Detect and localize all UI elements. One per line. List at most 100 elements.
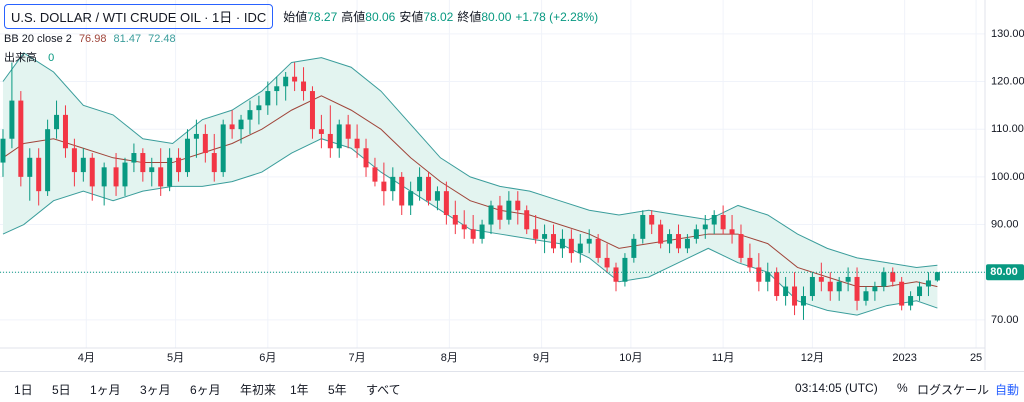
percent-button[interactable]: % xyxy=(897,381,908,395)
ohlc-label: 始値 xyxy=(283,10,308,24)
candle-body xyxy=(488,205,494,225)
candle-body xyxy=(917,286,923,297)
candle-body xyxy=(318,129,324,134)
candle-body xyxy=(176,157,182,173)
candle-body xyxy=(854,276,860,301)
y-tick-label: 70.00 xyxy=(991,314,1019,326)
x-tick-label: 8月 xyxy=(441,352,458,364)
candle-body xyxy=(18,100,24,177)
range-button[interactable]: 6ヶ月 xyxy=(190,383,221,397)
range-button[interactable]: 3ヶ月 xyxy=(140,383,171,397)
candle-body xyxy=(122,162,128,187)
last-price-label: 80.00 xyxy=(990,266,1018,278)
x-tick-label: 9月 xyxy=(533,352,550,364)
x-tick-label: 2023 xyxy=(892,352,916,364)
candle-body xyxy=(417,176,423,192)
candle-body xyxy=(577,243,583,254)
candle-body xyxy=(818,276,824,282)
candle-body xyxy=(702,224,708,230)
candle-body xyxy=(327,133,333,149)
candle-body xyxy=(89,157,95,187)
candle-body xyxy=(872,286,878,292)
toolbar: 1日 5日 1ヶ月 3ヶ月 6ヶ月 年初来 1年 5年 すべて 03:14:05 (UTC)% ログ… xyxy=(0,371,1024,402)
candle-body xyxy=(45,129,51,192)
symbol[interactable]: U.S. DOLLAR / WTI CRUDE OIL · 1日 · IDC xyxy=(4,4,274,29)
x-tick-label: 25 xyxy=(970,352,982,364)
legend: U.S. DOLLAR / WTI CRUDE OIL · 1日 · IDC 始… xyxy=(4,4,598,65)
auto-button[interactable]: 自動 xyxy=(995,383,1020,397)
candle-body xyxy=(890,272,896,282)
band-fill xyxy=(2,52,938,316)
header-row: U.S. DOLLAR / WTI CRUDE OIL · 1日 · IDC 始… xyxy=(4,4,598,29)
candle-body xyxy=(908,296,914,306)
ohlc-value: 80.00 xyxy=(481,10,512,24)
candle-body xyxy=(54,114,60,130)
range-button[interactable]: 5日 xyxy=(52,383,71,397)
candle-body xyxy=(479,224,485,239)
candle-body xyxy=(586,238,592,244)
chart: 70.00 80.00 90.00 100.00 110.00 120.00 130.00 4… xyxy=(0,0,1024,370)
candle-body xyxy=(792,286,798,306)
candle-body xyxy=(202,133,208,154)
candle-body xyxy=(443,191,449,215)
candle-body xyxy=(925,280,931,287)
x-tick-label: 11月 xyxy=(712,352,734,364)
candle-body xyxy=(667,234,673,244)
candle-body xyxy=(640,214,646,239)
candle-body xyxy=(800,296,806,306)
x-tick-label: 12月 xyxy=(801,352,824,364)
candle-body xyxy=(649,214,655,225)
candle-body xyxy=(729,229,735,235)
candle-body xyxy=(184,138,190,173)
candle-body xyxy=(256,105,262,111)
ohlc-label: 安値 xyxy=(399,10,424,24)
ohlc: 始値78.27 高値80.06 安値78.02 終値80.00 +1.78 (+2.28… xyxy=(279,8,598,25)
candle-body xyxy=(693,229,699,239)
candle-body xyxy=(658,224,664,244)
x-tick-label: 7月 xyxy=(349,352,366,364)
candle-body xyxy=(292,76,298,82)
ohlc-label: 終値 xyxy=(457,10,482,24)
bb-upper: 81.47 xyxy=(113,33,142,45)
candle-body xyxy=(542,234,548,239)
candle-body xyxy=(604,257,610,268)
candle-body xyxy=(265,91,271,106)
candle-body xyxy=(845,276,851,282)
candle-body xyxy=(345,124,351,139)
bb-name: BB 20 close 2 xyxy=(4,33,72,45)
candle-body xyxy=(827,281,833,292)
band-middle xyxy=(2,95,938,288)
range-button[interactable]: 1年 xyxy=(290,383,309,397)
candle-body xyxy=(747,257,753,268)
candle-body xyxy=(756,267,762,282)
candle-body xyxy=(934,272,940,281)
candle-body xyxy=(399,176,405,206)
range-button[interactable]: すべて xyxy=(366,383,401,397)
bb-middle: 76.98 xyxy=(78,33,107,45)
ohlc-value: 78.02 xyxy=(423,10,454,24)
candle-body xyxy=(568,238,574,254)
x-tick-label: 10月 xyxy=(619,352,642,364)
range-button[interactable]: 1ヶ月 xyxy=(90,383,121,397)
candle-body xyxy=(274,86,280,92)
candle-body xyxy=(551,234,557,249)
last-price-box xyxy=(986,264,1024,281)
volume-value: 0 xyxy=(48,52,55,64)
x-tick-label: 5月 xyxy=(167,352,184,364)
candle-body xyxy=(506,200,512,220)
candle-body xyxy=(863,291,869,301)
candle-body xyxy=(836,281,842,292)
x-tick-label: 6月 xyxy=(259,352,276,364)
candle-body xyxy=(363,148,369,168)
candle-body xyxy=(336,124,342,149)
range-button[interactable]: 年初来 xyxy=(240,383,277,397)
candle-body xyxy=(524,210,530,230)
range-button[interactable]: 5年 xyxy=(328,383,347,397)
candle-body xyxy=(738,234,744,258)
candle-body xyxy=(354,138,360,149)
candle-body xyxy=(113,167,119,187)
candle-body xyxy=(193,133,199,139)
candle-body xyxy=(720,214,726,230)
log-button[interactable]: ログスケール xyxy=(917,383,990,397)
range-button[interactable]: 1日 xyxy=(14,383,33,397)
